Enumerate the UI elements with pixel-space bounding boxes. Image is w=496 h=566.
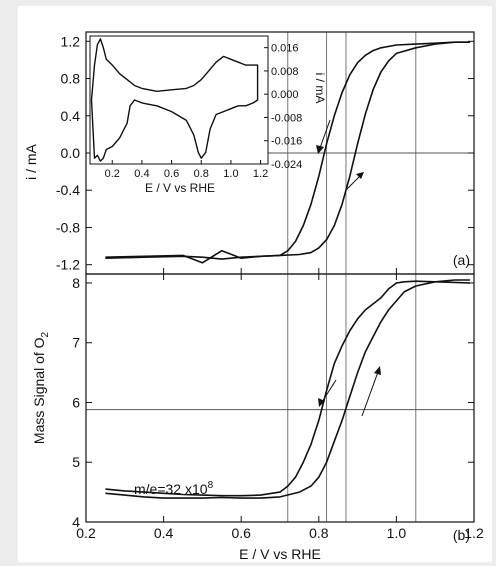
panel-a-arrow-up-head [356, 172, 364, 179]
panel-b-annotation-text: m/e=32 x10 [134, 481, 208, 497]
panel-b-curves [105, 279, 471, 499]
inset-frame [89, 35, 269, 165]
panel-b-series-1 [105, 280, 471, 497]
panel-b-x-tick-label: 0.4 [154, 525, 174, 541]
inset-y-tick-label: -0.016 [271, 136, 302, 148]
panel-a-y-ticks: 1.2 0.8 0.4 0.0 -0.4 -0.8 -1.2 [56, 33, 474, 273]
panel-b-y-tick-label: 6 [72, 394, 80, 410]
panel-b-annotation: m/e=32 x108 [134, 480, 214, 497]
panel-a-arrow-down [319, 119, 331, 149]
panel-b-arrow-up-head [374, 366, 381, 375]
panel-b-x-tick-label: 0.8 [309, 525, 329, 541]
panel-a-y-tick-label: 0.0 [61, 145, 81, 161]
panel-b-y-tick-label: 5 [72, 454, 80, 470]
panel-b-annotation-superscript: 8 [208, 480, 214, 491]
panel-b-frame [85, 273, 475, 523]
inset-x-tick-label: 0.8 [194, 168, 209, 180]
panel-a-arrow-up [345, 175, 361, 191]
inset-x-tick-label: 0.2 [105, 168, 120, 180]
inset-x-tick-label: 1.0 [223, 168, 238, 180]
inset-series-1 [90, 38, 259, 162]
panel-a-y-axis-label: i / mA [23, 143, 39, 179]
panel-a-y-tick-label: -0.8 [56, 219, 80, 235]
panel-a-tag: (a) [453, 252, 470, 268]
panel-b-y-label-main: Mass Signal of O [31, 337, 47, 444]
inset-y-tick-label: 0.008 [271, 66, 299, 78]
panel-b-y-label-subscript: 2 [40, 331, 51, 337]
panel-b-arrow-down-head [318, 398, 325, 407]
inset-y-tick-label: -0.008 [271, 112, 302, 124]
panel-a-reference-lines [86, 32, 474, 274]
inset-x-tick-label: 0.4 [134, 168, 149, 180]
panel-b-x-tick-label: 0.6 [231, 525, 251, 541]
panel-a-series-1 [105, 41, 471, 260]
panel-a-y-tick-label: -0.4 [56, 182, 80, 198]
panel-b: 4 5 6 7 8 0.2 0.4 0.6 0.8 1.0 1.2 Mass Signal of … [31, 268, 484, 562]
inset-y-axis-label: i / mA [313, 73, 327, 104]
panel-a-y-tick-label: 0.4 [61, 108, 81, 124]
scan-direction-arrows [316, 119, 381, 417]
panel-b-y-tick-label: 7 [72, 335, 80, 351]
panel-b-reference-lines [86, 274, 474, 522]
panel-b-x-axis-label: E / V vs RHE [239, 546, 321, 562]
panel-b-series-2 [105, 279, 471, 499]
inset-cv: 0.2 0.4 0.6 0.8 1.0 1.2 0.016 0.008 0.000 -0.008… [89, 35, 327, 195]
inset-y-tick-label: -0.024 [271, 159, 302, 171]
inset-y-tick-label: 0.000 [271, 89, 299, 101]
inset-x-ticks: 0.2 0.4 0.6 0.8 1.0 1.2 [105, 160, 268, 180]
panel-b-y-axis-label: Mass Signal of O2 [31, 331, 51, 444]
inset-x-tick-label: 0.6 [164, 168, 179, 180]
panel-a-curves [105, 41, 471, 264]
panel-b-y-tick-label: 8 [72, 275, 80, 291]
inset-curve [90, 38, 259, 162]
panel-a-y-tick-label: -1.2 [56, 257, 80, 273]
panel-b-arrow-up [361, 371, 379, 417]
panel-a-y-tick-label: 0.8 [61, 71, 81, 87]
inset-x-tick-label: 1.2 [253, 168, 268, 180]
panel-b-x-tick-label: 0.2 [76, 525, 96, 541]
inset-y-tick-label: 0.016 [271, 43, 299, 55]
inset-y-ticks: 0.016 0.008 0.000 -0.008 -0.016 -0.024 [264, 43, 302, 171]
panel-b-arrow-down [321, 379, 337, 403]
inset-x-axis-label: E / V vs RHE [145, 181, 215, 195]
panel-b-y-tick-label: 4 [72, 514, 80, 530]
panel-b-x-tick-label: 1.0 [387, 525, 407, 541]
panel-a-series-2 [105, 41, 471, 264]
panel-a: 1.2 0.8 0.4 0.0 -0.4 -0.8 -1.2 i / mA (a) [23, 31, 475, 275]
panel-a-arrow-down-head [316, 145, 324, 154]
panel-b-tag: (b) [453, 527, 470, 543]
panel-b-x-tick-label: 1.2 [464, 525, 484, 541]
panel-a-y-tick-label: 1.2 [61, 33, 81, 49]
